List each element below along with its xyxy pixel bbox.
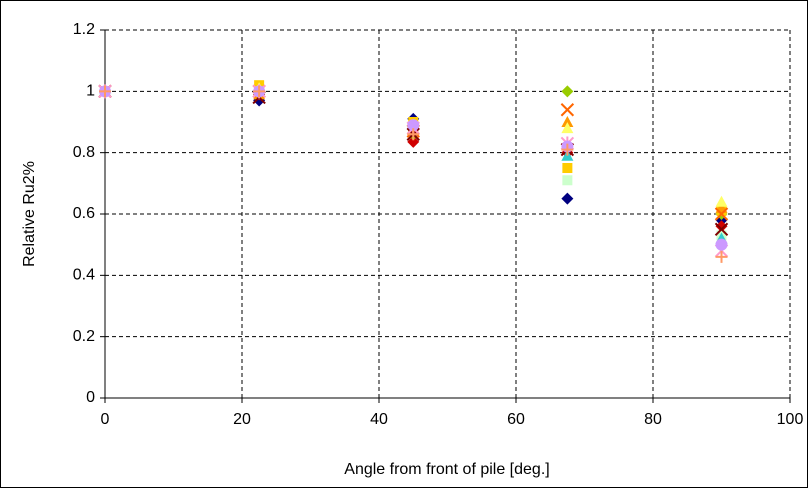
x-tick-label: 100 <box>777 411 804 428</box>
marker <box>715 220 728 233</box>
marker <box>561 85 574 98</box>
x-tick-label: 40 <box>370 411 388 428</box>
marker <box>99 85 111 98</box>
marker <box>407 135 420 148</box>
y-tick-label: 0.4 <box>73 267 95 284</box>
marker <box>714 222 729 237</box>
marker <box>562 163 573 173</box>
x-tick-label: 80 <box>644 411 662 428</box>
marker <box>561 143 574 156</box>
x-tick-label: 0 <box>101 411 110 428</box>
y-tick-label: 1 <box>86 83 95 100</box>
marker <box>561 192 574 205</box>
x-axis-title: Angle from front of pile [deg.] <box>344 461 549 478</box>
y-tick-label: 0 <box>86 389 95 406</box>
marker <box>715 250 728 263</box>
y-tick-label: 0.8 <box>73 144 95 161</box>
marker <box>562 175 573 186</box>
marker <box>407 128 420 141</box>
marker <box>714 207 729 221</box>
marker <box>560 103 575 117</box>
marker <box>561 116 574 127</box>
marker <box>715 238 728 251</box>
y-tick-label: 0.2 <box>73 328 95 345</box>
marker <box>561 122 574 134</box>
x-tick-label: 20 <box>233 411 251 428</box>
marker <box>253 85 266 98</box>
y-tick-label: 1.2 <box>73 21 95 38</box>
x-tick-label: 60 <box>507 411 525 428</box>
marker <box>407 119 420 132</box>
y-tick-label: 0.6 <box>73 205 95 222</box>
y-axis-title: Relative Ru2% <box>21 161 38 267</box>
marker <box>715 195 728 207</box>
